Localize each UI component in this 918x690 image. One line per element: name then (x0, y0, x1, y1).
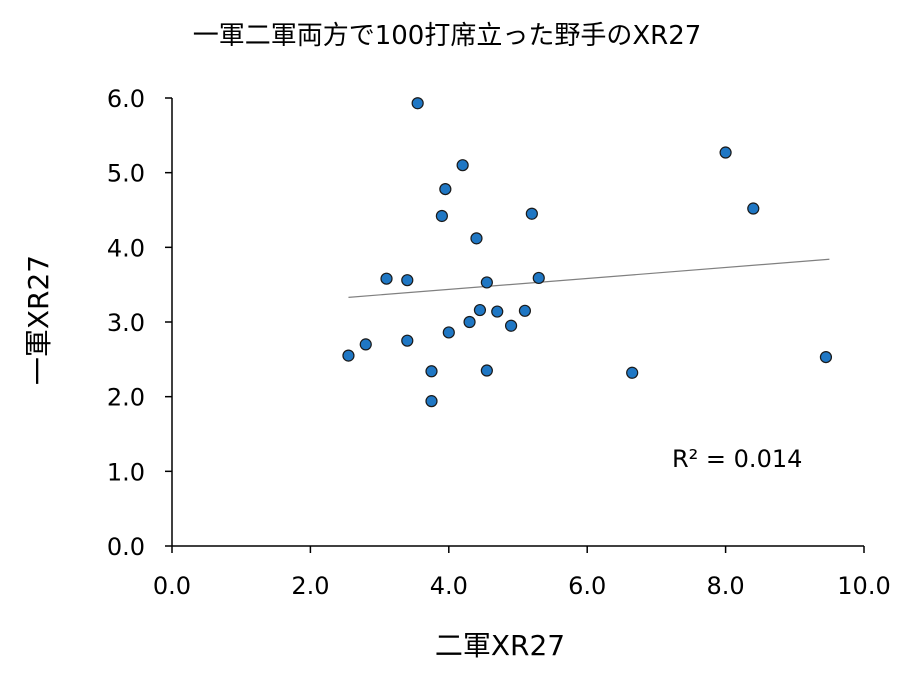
data-point (401, 274, 414, 287)
data-point (359, 338, 372, 351)
x-tick-label: 10.0 (837, 572, 890, 600)
data-point (411, 97, 424, 110)
data-point (525, 207, 538, 220)
axes (171, 98, 864, 547)
x-tick-label: 4.0 (430, 572, 468, 600)
y-tick-label: 2.0 (107, 384, 145, 412)
data-point (439, 182, 452, 196)
x-tick-label: 2.0 (291, 572, 329, 600)
trendline-group (348, 258, 830, 298)
data-point (819, 350, 833, 364)
data-point (532, 271, 545, 285)
data-point (504, 319, 518, 332)
data-point (425, 395, 438, 408)
data-point (470, 232, 483, 245)
data-point (463, 315, 476, 329)
x-tick-label: 8.0 (707, 572, 745, 600)
data-point (425, 365, 438, 378)
data-point (480, 276, 493, 289)
data-point (342, 349, 355, 362)
y-tick-label: 4.0 (107, 234, 145, 262)
data-point (380, 272, 393, 285)
data-points (342, 97, 833, 408)
y-axis-title: 一軍XR27 (22, 255, 55, 385)
ticks (165, 97, 865, 553)
data-point (626, 366, 639, 379)
r-squared-label: R² = 0.014 (672, 445, 802, 473)
y-tick-label: 1.0 (107, 458, 145, 486)
data-point (480, 364, 493, 377)
data-point (491, 305, 504, 318)
data-point (435, 209, 448, 223)
x-axis-title: 二軍XR27 (435, 629, 565, 662)
x-tick-label: 6.0 (568, 572, 606, 600)
data-point (473, 303, 487, 317)
data-point (747, 202, 760, 215)
data-point (518, 304, 532, 317)
y-tick-label: 5.0 (107, 160, 145, 188)
chart-title: 一軍二軍両方で100打席立った野手のXR27 (193, 21, 702, 51)
data-point (719, 146, 732, 159)
y-tick-label: 3.0 (107, 309, 145, 337)
x-tick-label: 0.0 (153, 572, 191, 600)
trendline (348, 258, 830, 298)
data-point (456, 159, 469, 172)
tick-labels: 0.0 2.0 4.0 6.0 8.0 10.0 0.0 1.0 2.0 3.0 4.0 5.0 6.0 (107, 85, 891, 600)
data-point (442, 326, 455, 339)
data-point (401, 334, 414, 347)
y-tick-label: 6.0 (107, 85, 145, 113)
y-tick-label: 0.0 (107, 533, 145, 561)
